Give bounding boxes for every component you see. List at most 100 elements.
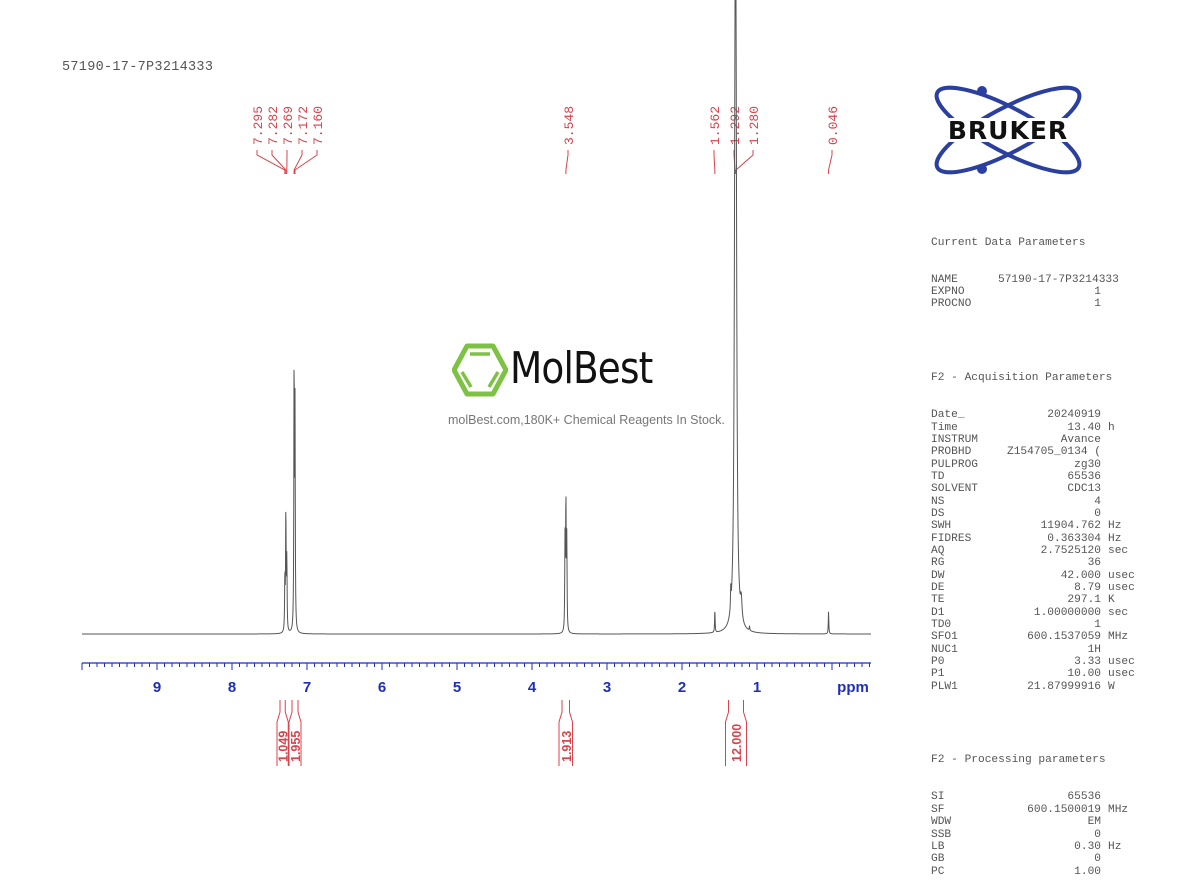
param-key: PULPROG [931,458,978,471]
param-unit: usec [1108,569,1135,582]
param-key: NS [931,495,945,508]
param-unit: sec [1108,544,1129,557]
acquisition-params-list: Date_ 20240919 Time 13.40 h INSTRUM Avance PROB… [931,409,1135,693]
integral-value: 1.955 [289,731,303,762]
param-row: AQ 2.7525120 sec [931,545,1135,557]
param-value: EM [1087,816,1101,829]
x-tick-label: 8 [228,679,236,696]
param-key: NAME [931,273,958,286]
param-unit [1101,298,1108,310]
integral-value: 1.049 [277,731,291,762]
param-value: 0 [1094,853,1101,866]
param-key: RG [931,557,945,570]
param-key: DW [931,569,945,582]
param-row: NUC1 1H [931,644,1135,656]
peak-label: 1.562 [708,106,723,145]
param-key: SFO1 [931,631,958,644]
param-key: D1 [931,606,945,619]
param-unit: MHz [1108,631,1129,644]
param-key: FIDRES [931,532,972,545]
param-row: Date_ 20240919 [931,409,1135,421]
atom-orbit-icon [934,85,1082,175]
param-key: AQ [931,544,945,557]
param-value: 21.87999916 [1027,680,1101,693]
param-row: PLW1 21.87999916 W [931,681,1135,693]
param-key: SWH [931,520,952,533]
param-value: 36 [1087,557,1101,570]
param-unit [1101,508,1108,520]
param-unit [1119,274,1126,286]
param-unit [1101,853,1108,865]
param-value: CDC13 [1067,483,1101,496]
param-value: 2.7525120 [1040,544,1101,557]
bruker-logo: BRUKER [926,85,1090,175]
param-row: TD 65536 [931,471,1135,483]
param-row: NAME 57190-17-7P3214333 [931,274,1135,286]
peak-label: 7.269 [281,106,296,145]
param-unit: Hz [1108,520,1122,533]
param-unit [1101,434,1108,446]
param-key: DS [931,507,945,520]
param-key: SI [931,791,945,804]
param-row: TD0 1 [931,619,1135,631]
param-key: INSTRUM [931,433,978,446]
param-key: SSB [931,828,952,841]
molbest-tagline: molBest.com,180K+ Chemical Reagents In S… [448,413,725,427]
param-value: 1.00000000 [1033,606,1101,619]
param-unit [1101,286,1108,298]
param-unit [1101,496,1108,508]
param-unit [1101,816,1108,828]
param-unit [1101,409,1108,421]
param-row: SOLVENT CDC13 [931,483,1135,495]
param-row: DE 8.79 usec [931,582,1135,594]
peak-label-leaders [256,150,833,174]
param-value: 0.30 [1074,840,1101,853]
param-key: TD0 [931,619,952,631]
param-value: 65536 [1067,791,1101,804]
x-tick-label: 7 [303,679,311,696]
sample-name-title: 57190-17-7P3214333 [62,60,214,75]
param-value: 57190-17-7P3214333 [998,273,1119,286]
param-unit [1101,446,1108,458]
param-row: SFO1 600.1537059 MHz [931,631,1135,643]
param-unit: usec [1108,581,1135,594]
param-unit: Hz [1108,840,1122,853]
param-row: SI 65536 [931,791,1135,803]
param-row: RG 36 [931,557,1135,569]
param-row: EXPNO 1 [931,286,1135,298]
param-unit: Hz [1108,532,1122,545]
param-key: Date_ [931,409,965,422]
param-value: zg30 [1074,458,1101,471]
param-key: TE [931,594,945,607]
integral-value: 1.913 [560,731,574,762]
x-tick-label: 5 [453,679,461,696]
x-tick-label: 1 [753,679,761,696]
peak-label: 3.548 [562,106,577,145]
param-row: INSTRUM Avance [931,434,1135,446]
processing-params-list: SI 65536 SF 600.1500019 MHz WDW EM SSB 0 LB 0.30 Hz… [931,791,1135,877]
param-row: SWH 11904.762 Hz [931,520,1135,532]
param-row: PROCNO 1 [931,298,1135,310]
param-value: Avance [1060,433,1101,446]
peak-label: 1.292 [728,106,743,145]
x-tick-label: 3 [603,679,611,696]
ppm-axis: 9 8 7 6 5 4 3 2 1 ppm [81,662,871,696]
param-value: 1H [1087,643,1101,656]
param-unit: usec [1108,656,1135,669]
param-unit [1101,471,1108,483]
param-key: GB [931,853,945,866]
param-value: 600.1500019 [1027,803,1101,816]
param-key: TD [931,470,945,483]
molbest-watermark: MolBest molBest.com,180K+ Chemical Reage… [448,343,752,433]
param-key: Time [931,421,958,434]
param-key: LB [931,840,945,853]
param-value: 600.1537059 [1027,631,1101,644]
param-value: 20240919 [1047,409,1101,422]
param-value: Z154705_0134 ( [1007,446,1101,459]
param-row: TE 297.1 K [931,594,1135,606]
param-row: PULPROG zg30 [931,459,1135,471]
param-value: 1.00 [1074,865,1101,878]
param-value: 8.79 [1074,581,1101,594]
param-row: DS 0 [931,508,1135,520]
